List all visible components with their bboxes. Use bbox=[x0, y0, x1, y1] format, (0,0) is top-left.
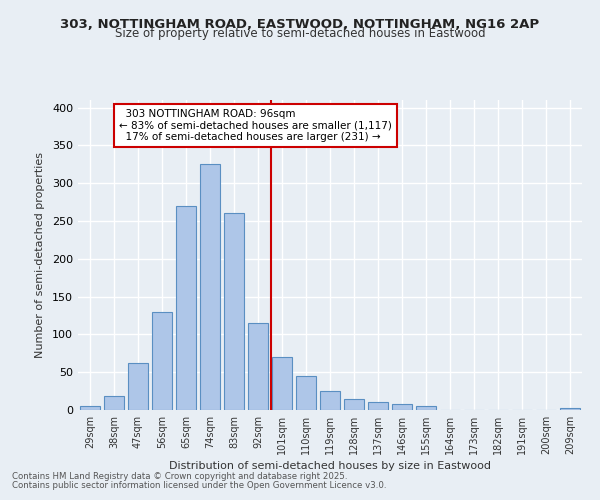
Y-axis label: Number of semi-detached properties: Number of semi-detached properties bbox=[35, 152, 45, 358]
Bar bbox=[104, 396, 124, 410]
Text: Contains public sector information licensed under the Open Government Licence v3: Contains public sector information licen… bbox=[12, 481, 386, 490]
Bar bbox=[80, 406, 100, 410]
Bar bbox=[416, 406, 436, 410]
Bar bbox=[560, 408, 580, 410]
Bar bbox=[152, 312, 172, 410]
Text: Size of property relative to semi-detached houses in Eastwood: Size of property relative to semi-detach… bbox=[115, 28, 485, 40]
Bar bbox=[272, 357, 292, 410]
Bar bbox=[296, 376, 316, 410]
Bar bbox=[392, 404, 412, 410]
Bar bbox=[368, 402, 388, 410]
Bar bbox=[248, 323, 268, 410]
Bar bbox=[224, 214, 244, 410]
Bar bbox=[176, 206, 196, 410]
Bar bbox=[128, 363, 148, 410]
Bar bbox=[320, 391, 340, 410]
Bar bbox=[200, 164, 220, 410]
Text: Contains HM Land Registry data © Crown copyright and database right 2025.: Contains HM Land Registry data © Crown c… bbox=[12, 472, 347, 481]
Text: 303 NOTTINGHAM ROAD: 96sqm
← 83% of semi-detached houses are smaller (1,117)
  1: 303 NOTTINGHAM ROAD: 96sqm ← 83% of semi… bbox=[119, 109, 392, 142]
Bar bbox=[344, 398, 364, 410]
X-axis label: Distribution of semi-detached houses by size in Eastwood: Distribution of semi-detached houses by … bbox=[169, 461, 491, 471]
Text: 303, NOTTINGHAM ROAD, EASTWOOD, NOTTINGHAM, NG16 2AP: 303, NOTTINGHAM ROAD, EASTWOOD, NOTTINGH… bbox=[61, 18, 539, 30]
